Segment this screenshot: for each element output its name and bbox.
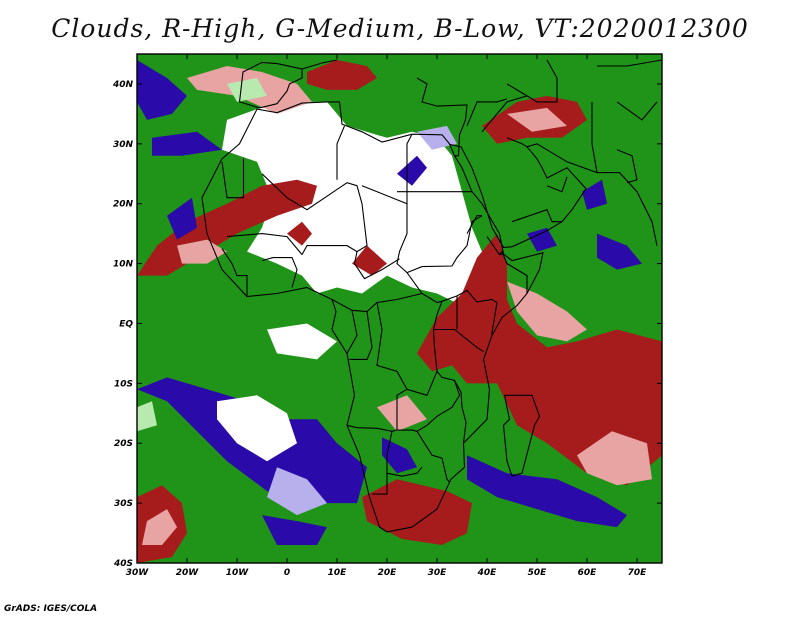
clear-cloud-region — [267, 323, 337, 360]
country-border — [481, 95, 528, 133]
country-border — [221, 158, 245, 199]
high-cloud-region — [177, 239, 227, 264]
x-tick-label: 20E — [378, 568, 398, 578]
country-border — [336, 125, 346, 180]
plot-frame — [136, 53, 663, 564]
axis-ticks: 30W 20W 10W 0 10E 20E 30E 40E 50E 60E 70E 40N 30N 20N… — [112, 54, 662, 578]
cloud-field — [137, 54, 662, 563]
low-cloud-region — [397, 155, 427, 186]
low-cloud-region — [467, 455, 627, 528]
x-tick-label: 30W — [126, 568, 150, 578]
country-border — [301, 245, 358, 255]
high-cloud-region — [417, 233, 662, 486]
y-tick-label: 30S — [114, 499, 133, 509]
coastline — [238, 61, 303, 109]
country-border — [261, 257, 298, 288]
country-border — [616, 149, 638, 184]
country-border — [349, 311, 373, 360]
grads-credit: GrADS: IGES/COLA — [4, 604, 98, 614]
country-border — [506, 137, 528, 148]
clear-cloud-region — [222, 101, 492, 306]
coastline — [301, 59, 338, 70]
clear-cloud-region — [217, 395, 297, 462]
y-tick-label: 20S — [114, 439, 133, 449]
y-tick-label: 40N — [112, 80, 134, 90]
x-tick-label: 40E — [477, 568, 498, 578]
y-tick-label: 20N — [113, 200, 134, 210]
coastline — [449, 143, 658, 248]
country-border — [261, 173, 358, 211]
country-border — [396, 388, 408, 431]
country-border — [406, 133, 413, 204]
country-border — [376, 301, 443, 396]
country-border — [386, 466, 423, 477]
low-cloud-region — [137, 60, 187, 120]
y-tick-label: 10N — [113, 260, 134, 270]
country-border — [221, 248, 248, 297]
low-cloud-region — [582, 179, 607, 210]
high-cloud-region — [287, 221, 312, 246]
y-tick-label: 40S — [113, 559, 133, 569]
x-tick-label: 30E — [428, 568, 448, 578]
high-cloud-region — [362, 479, 472, 545]
low-cloud-region — [382, 437, 417, 474]
y-tick-label: 30N — [113, 140, 134, 150]
high-cloud-region — [507, 281, 587, 342]
coastline — [597, 59, 662, 67]
low-cloud-region — [152, 131, 222, 156]
low-cloud-region — [267, 467, 327, 516]
x-tick-label: 60E — [578, 568, 598, 578]
high-cloud-region — [507, 107, 567, 132]
country-border — [511, 209, 562, 223]
country-border — [433, 328, 484, 353]
high-cloud-region — [307, 60, 377, 90]
country-border — [331, 292, 423, 313]
country-border — [466, 98, 508, 127]
medium-cloud-region — [137, 401, 157, 432]
x-tick-label: 0 — [284, 568, 290, 578]
x-tick-label: 50E — [528, 568, 548, 578]
low-cloud-region — [262, 515, 327, 545]
coastline — [502, 394, 541, 477]
country-border — [436, 371, 467, 444]
country-border — [346, 424, 393, 432]
coastlines — [201, 59, 662, 533]
y-tick-label: 10S — [114, 379, 133, 389]
country-border — [499, 250, 528, 294]
country-border — [616, 101, 658, 121]
country-border — [491, 302, 498, 336]
high-cloud-region — [577, 431, 652, 486]
medium-cloud-region — [227, 78, 267, 102]
coastline — [416, 77, 468, 157]
x-tick-label: 10W — [226, 568, 250, 578]
x-tick-label: 20W — [176, 568, 200, 578]
country-border — [406, 215, 483, 274]
country-border — [416, 431, 450, 483]
country-border — [466, 215, 482, 234]
low-cloud-region — [167, 197, 197, 240]
low-cloud-region — [417, 125, 457, 150]
x-tick-label: 70E — [628, 568, 648, 578]
high-cloud-region — [377, 395, 427, 432]
country-border — [591, 101, 598, 173]
coastline — [506, 59, 558, 103]
y-tick-label: EQ — [119, 319, 133, 329]
low-cloud-region — [597, 233, 642, 270]
x-tick-label: 10E — [328, 568, 348, 578]
country-border — [486, 236, 504, 256]
map-title: Clouds, R-High, G-Medium, B-Low, VT:2020… — [51, 14, 749, 43]
high-cloud-region — [352, 245, 387, 276]
country-border — [353, 185, 400, 280]
low-cloud-region — [527, 227, 557, 252]
country-border — [546, 176, 568, 193]
country-border — [226, 233, 303, 255]
coastline — [201, 101, 544, 533]
high-cloud-region — [142, 509, 177, 545]
country-border — [346, 310, 358, 354]
country-border — [361, 185, 498, 304]
